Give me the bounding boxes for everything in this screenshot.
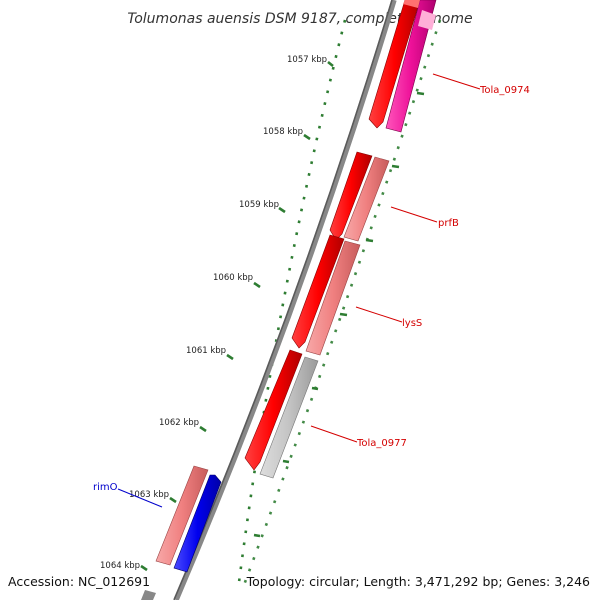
gene-feature-tola0974-cds[interactable] — [368, 0, 421, 129]
gene-feature-tola0974-cds-top — [403, 0, 420, 8]
tick-mark — [339, 312, 348, 317]
gene-label-rimo[interactable]: rimO — [93, 482, 118, 493]
gene-feature-tola0974-gene-light — [418, 10, 436, 30]
ruler-dotted-outer — [236, 19, 347, 591]
leader-prfb — [390, 206, 438, 223]
tick-mark — [199, 425, 207, 433]
tick-label: 1063 kbp — [129, 490, 169, 500]
gene-feature-tola0977-gene[interactable] — [259, 356, 319, 479]
tick-mark — [327, 60, 334, 68]
gene-label-lyss[interactable]: lysS — [402, 318, 422, 329]
gene-feature-lyss-cds[interactable] — [291, 234, 345, 349]
tick-label: 1059 kbp — [239, 200, 279, 210]
tick-label: 1062 kbp — [159, 418, 199, 428]
gene-feature-lyss-gene[interactable] — [305, 240, 361, 356]
gene-feature-rimo-cds[interactable] — [173, 474, 222, 573]
gene-feature-tola0977-cds[interactable] — [244, 349, 303, 471]
tick-mark — [365, 238, 374, 243]
gene-feature-partial-bottom — [141, 590, 156, 600]
tick-mark — [282, 459, 290, 464]
gene-label-prfb[interactable]: prfB — [438, 218, 459, 229]
gene-label-tola0977[interactable]: Tola_0977 — [356, 438, 407, 449]
leader-tola0977 — [310, 425, 358, 443]
tick-mark — [391, 164, 400, 169]
tick-mark — [303, 133, 311, 141]
tick-label: 1058 kbp — [263, 127, 303, 137]
tick-label: 1061 kbp — [186, 346, 226, 356]
gene-label-tola0974[interactable]: Tola_0974 — [479, 85, 530, 96]
leader-lyss — [355, 306, 403, 323]
tick-mark — [278, 206, 286, 214]
gene-labels: Tola_0974 prfB lysS Tola_0977 rimO — [93, 85, 530, 493]
major-ticks — [140, 60, 334, 572]
leader-tola0974 — [432, 73, 481, 90]
gene-feature-tola0974-gene[interactable] — [385, 0, 437, 133]
tick-mark — [226, 353, 234, 361]
topology-stats-text: Topology: circular; Length: 3,471,292 bp… — [246, 574, 590, 589]
tick-mark — [253, 533, 261, 538]
label-leaders — [117, 73, 481, 508]
tick-label: 1060 kbp — [213, 273, 253, 283]
tick-mark — [169, 496, 177, 504]
leader-rimo — [117, 488, 163, 508]
tick-mark — [311, 386, 319, 391]
gene-feature-prfb-gene[interactable] — [343, 156, 390, 242]
tick-label: 1057 kbp — [287, 55, 327, 65]
tick-mark — [416, 91, 425, 96]
accession-text: Accession: NC_012691 — [8, 574, 150, 589]
tick-mark — [253, 281, 261, 289]
tick-label: 1064 kbp — [100, 561, 140, 571]
gene-feature-prfb-cds[interactable] — [329, 151, 373, 241]
genome-backbone — [173, 0, 397, 600]
tick-mark — [140, 564, 148, 572]
tick-labels: 1057 kbp 1058 kbp 1059 kbp 1060 kbp 1061… — [100, 55, 327, 571]
inner-ticks — [253, 91, 425, 538]
ruler-dotted-inner — [242, 19, 442, 586]
gene-feature-rimo-gene[interactable] — [155, 465, 209, 566]
genome-backbone-highlight — [173, 0, 393, 600]
gene-features — [141, 0, 437, 600]
